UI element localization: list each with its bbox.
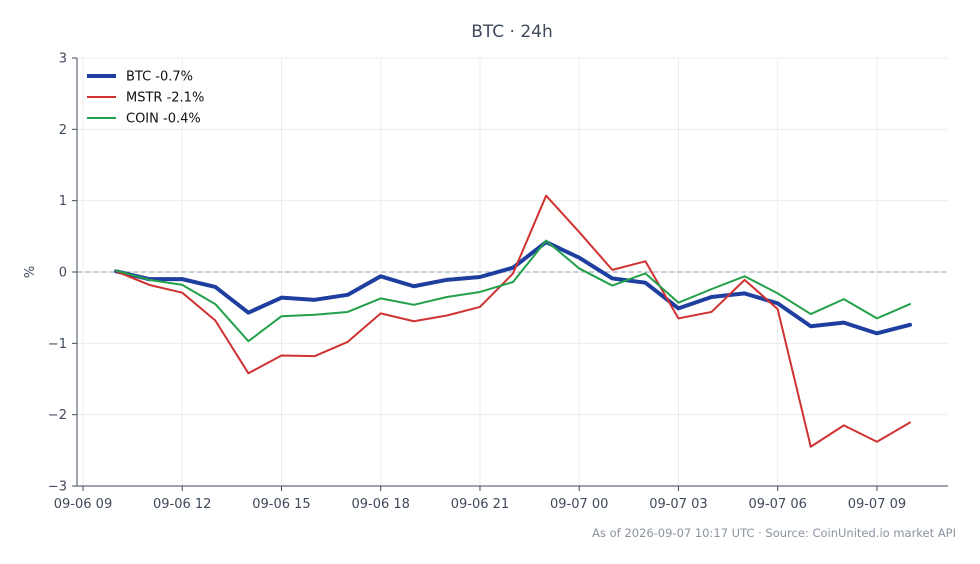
series-line-3 xyxy=(115,239,911,343)
chart-title: BTC · 24h xyxy=(471,22,553,42)
legend-label-3: COIN -0.4% xyxy=(126,112,201,127)
x-tick-label: 09-07 00 xyxy=(550,497,608,512)
x-tick-label: 09-06 12 xyxy=(153,497,211,512)
x-tick-label: 09-06 09 xyxy=(54,497,112,512)
x-tick-label: 09-07 06 xyxy=(748,497,806,512)
series-line-2 xyxy=(115,194,911,448)
y-tick-label: −2 xyxy=(48,408,67,423)
y-tick-label: 0 xyxy=(59,266,67,281)
x-tick-label: 09-06 21 xyxy=(451,497,509,512)
series-layer xyxy=(114,194,912,448)
y-tick-label: 1 xyxy=(59,194,67,209)
y-tick-label: −1 xyxy=(48,337,67,352)
x-tick-label: 09-07 03 xyxy=(649,497,707,512)
y-axis-label: % xyxy=(23,266,38,278)
x-tick-label: 09-07 09 xyxy=(848,497,906,512)
x-tick-label: 09-06 15 xyxy=(252,497,310,512)
y-tick-label: 2 xyxy=(59,123,67,138)
x-ticks: 09-06 09 09-06 12 09-06 15 09-06 18 09-06 21… xyxy=(54,486,906,512)
y-tick-label: −3 xyxy=(48,480,67,495)
footer-source: As of 2026-09-07 10:17 UTC · Source: Coi… xyxy=(592,526,956,540)
series-line-1 xyxy=(114,240,912,336)
y-tick-label: 3 xyxy=(59,52,67,67)
legend-label-1: BTC -0.7% xyxy=(126,70,193,85)
x-tick-label: 09-06 18 xyxy=(351,497,409,512)
y-ticks: −3 −2 −1 0 1 2 3 xyxy=(48,52,77,495)
legend: BTC -0.7% MSTR -2.1% COIN -0.4% xyxy=(87,70,204,127)
legend-label-2: MSTR -2.1% xyxy=(126,91,204,106)
